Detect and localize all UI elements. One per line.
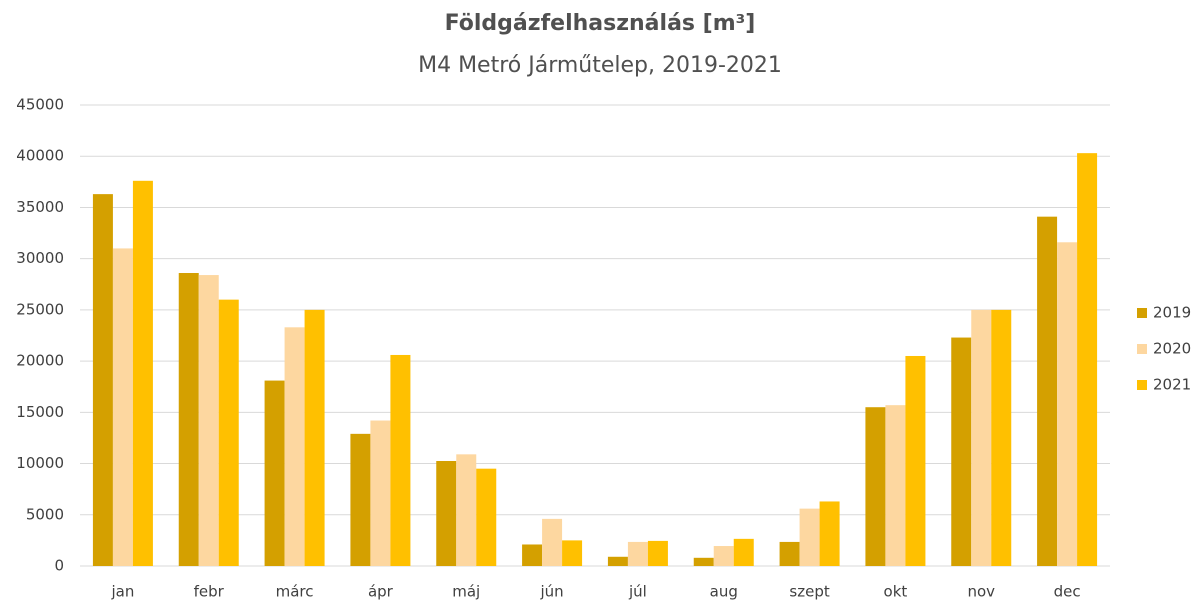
x-tick-label: máj <box>452 583 480 601</box>
x-tick-label: ápr <box>368 583 394 601</box>
bar <box>779 541 800 566</box>
y-tick-label: 30000 <box>16 249 64 267</box>
x-tick-label: okt <box>884 583 908 601</box>
x-tick-label: febr <box>194 583 225 601</box>
bar <box>733 538 754 566</box>
bar <box>951 337 972 566</box>
bar <box>92 194 113 567</box>
bar <box>390 354 411 566</box>
bar <box>264 380 285 566</box>
x-tick-label: nov <box>967 583 995 601</box>
x-tick-label: aug <box>710 583 738 601</box>
bar <box>627 541 648 566</box>
bar <box>132 180 153 566</box>
bar <box>693 557 714 566</box>
y-tick-label: 15000 <box>16 403 64 421</box>
bar <box>799 508 820 566</box>
x-tick-label: júl <box>628 583 647 601</box>
legend-label: 2021 <box>1153 376 1191 394</box>
bar <box>819 501 840 566</box>
y-tick-label: 25000 <box>16 300 64 318</box>
bar <box>522 544 543 566</box>
bar <box>542 518 563 566</box>
x-tick-label: jún <box>539 583 563 601</box>
bar <box>198 275 219 566</box>
y-tick-label: 40000 <box>16 147 64 165</box>
bar <box>991 309 1012 566</box>
y-tick-label: 5000 <box>26 505 64 523</box>
chart-title: Földgázfelhasználás [m³] <box>445 11 756 36</box>
bar <box>647 540 668 566</box>
bar <box>370 420 391 566</box>
y-tick-label: 10000 <box>16 454 64 472</box>
y-tick-label: 35000 <box>16 198 64 216</box>
bar <box>476 468 497 566</box>
y-tick-label: 0 <box>54 557 64 575</box>
legend-swatch <box>1137 308 1147 318</box>
bar <box>456 454 477 566</box>
bar <box>1057 242 1078 566</box>
x-tick-label: dec <box>1054 583 1081 601</box>
bar <box>885 405 906 566</box>
legend-swatch <box>1137 344 1147 354</box>
y-tick-label: 20000 <box>16 352 64 370</box>
legend-label: 2020 <box>1153 340 1191 358</box>
bar <box>304 309 325 566</box>
bar <box>1037 216 1058 567</box>
bar <box>607 556 628 566</box>
bar <box>713 546 734 566</box>
bar <box>971 309 992 566</box>
bar <box>436 460 457 566</box>
legend-label: 2019 <box>1153 304 1191 322</box>
bar <box>218 299 239 566</box>
chart-subtitle: M4 Metró Járműtelep, 2019-2021 <box>418 53 782 78</box>
bar <box>178 273 199 566</box>
bar <box>865 407 886 566</box>
y-tick-label: 45000 <box>16 96 64 114</box>
x-tick-label: jan <box>110 583 134 601</box>
legend-swatch <box>1137 380 1147 390</box>
bar <box>562 540 583 566</box>
x-tick-label: márc <box>276 583 314 601</box>
x-tick-label: szept <box>789 583 829 601</box>
bar <box>350 433 371 566</box>
bar <box>905 355 926 566</box>
bar <box>284 327 305 566</box>
bar <box>1077 153 1098 566</box>
bar <box>112 248 133 566</box>
